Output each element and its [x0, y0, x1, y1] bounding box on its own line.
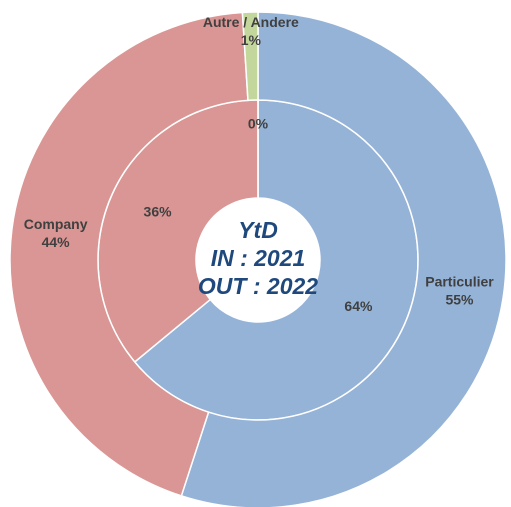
- donut-slice: [241, 11, 259, 102]
- data-label: 55%: [445, 292, 474, 308]
- data-label: 64%: [344, 298, 373, 314]
- data-label: 0%: [248, 116, 269, 132]
- center-text: YtD: [238, 217, 278, 243]
- center-text: OUT : 2022: [198, 273, 318, 299]
- category-label: Autre / Andere: [203, 14, 299, 30]
- center-text: IN : 2021: [211, 245, 306, 271]
- category-label: Company: [24, 216, 88, 232]
- data-label: 44%: [42, 234, 71, 250]
- donut-slice: [180, 11, 507, 507]
- data-label: 1%: [241, 32, 262, 48]
- category-label: Particulier: [425, 274, 494, 290]
- data-label: 36%: [144, 203, 173, 219]
- donut-slice: [9, 11, 249, 497]
